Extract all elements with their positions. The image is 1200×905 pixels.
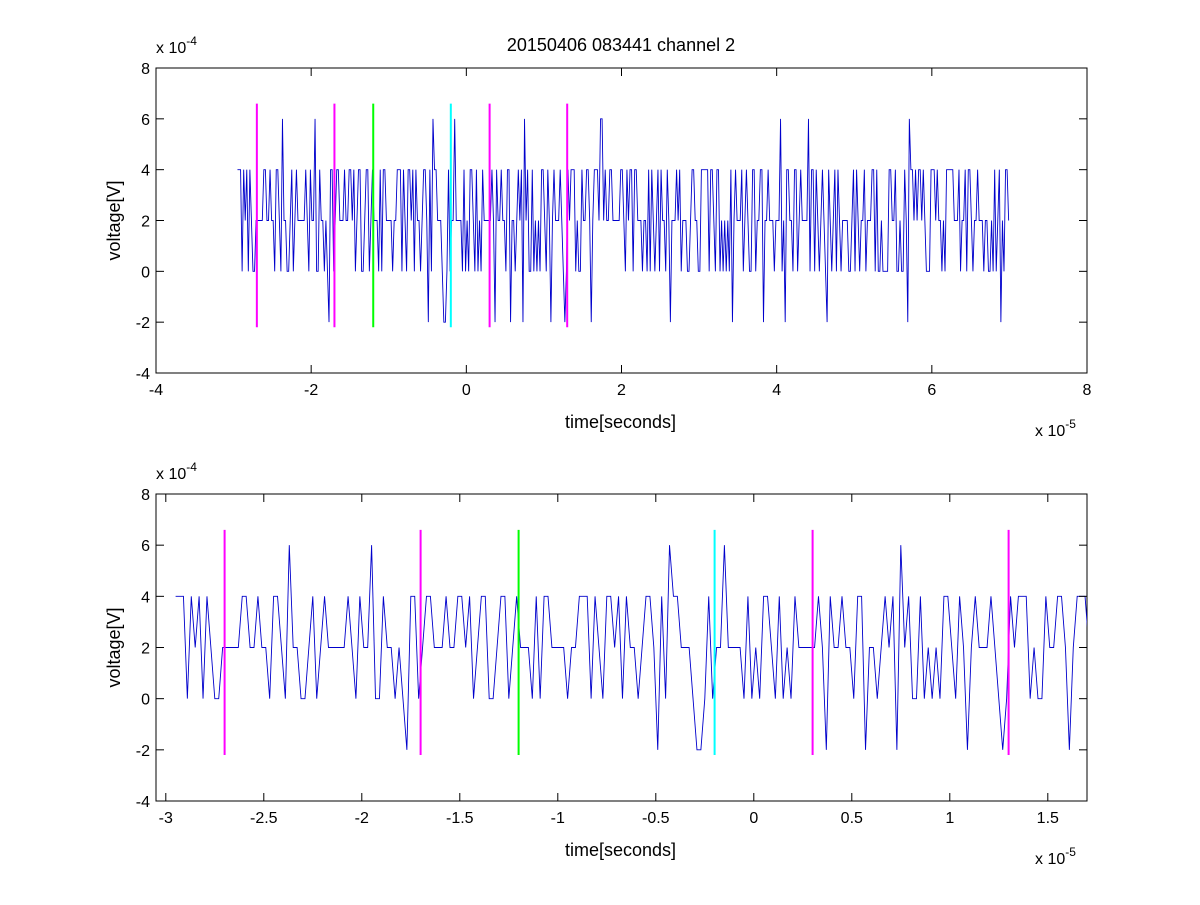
x-exponent-label: x 10-5 <box>1035 417 1076 440</box>
y-tick-label: -4 <box>136 794 150 811</box>
y-axis-label: voltage[V] <box>104 607 124 687</box>
x-tick-label: 0.5 <box>841 810 863 827</box>
y-exponent-label: x 10-4 <box>156 460 197 483</box>
x-tick-label: 1 <box>945 810 954 827</box>
y-tick-label: -4 <box>136 366 150 383</box>
y-tick-label: -2 <box>136 315 150 332</box>
signal-trace <box>237 118 1010 323</box>
x-tick-label: -2.5 <box>250 810 278 827</box>
y-tick-label: 6 <box>141 112 150 129</box>
y-exponent-label: x 10-4 <box>156 34 197 57</box>
y-tick-label: 8 <box>141 61 150 78</box>
x-tick-label: 0 <box>462 382 471 399</box>
y-tick-label: 4 <box>141 589 150 606</box>
top-plot: -4 -2 0 2 4 6 8 -4 -2 0 2 4 6 8 time[seconds] voltage[V… <box>104 34 1092 440</box>
x-tick-label: -1.5 <box>446 810 474 827</box>
x-axis-label: time[seconds] <box>565 412 676 432</box>
y-tick-label: 2 <box>141 214 150 231</box>
chart-title: 20150406 083441 channel 2 <box>507 35 735 55</box>
x-axis-label: time[seconds] <box>565 840 676 860</box>
x-tick-label: -3 <box>159 810 173 827</box>
y-tick-label: 2 <box>141 641 150 658</box>
x-tick-label: 8 <box>1083 382 1092 399</box>
signal-trace <box>175 545 1087 751</box>
x-tick-label: -2 <box>355 810 369 827</box>
x-tick-label: 6 <box>927 382 936 399</box>
x-tick-label: -0.5 <box>642 810 670 827</box>
y-tick-label: 0 <box>141 692 150 709</box>
y-tick-label: 4 <box>141 163 150 180</box>
y-tick-label: -2 <box>136 743 150 760</box>
x-tick-label: -2 <box>304 382 318 399</box>
y-axis-label: voltage[V] <box>104 180 124 260</box>
x-exponent-label: x 10-5 <box>1035 845 1076 868</box>
x-tick-label: -4 <box>149 382 163 399</box>
x-tick-label: 4 <box>772 382 781 399</box>
x-tick-label: 2 <box>617 382 626 399</box>
x-tick-label: -1 <box>551 810 565 827</box>
y-tick-label: 6 <box>141 538 150 555</box>
axes-frame <box>155 67 1088 374</box>
y-tick-label: 8 <box>141 487 150 504</box>
bottom-plot: -3 -2.5 -2 -1.5 -1 -0.5 0 0.5 1 1.5 -4 -2 0 2 4 6 8 time[… <box>104 460 1088 868</box>
y-tick-label: 0 <box>141 264 150 281</box>
x-tick-label: 0 <box>749 810 758 827</box>
x-tick-label: 1.5 <box>1037 810 1059 827</box>
